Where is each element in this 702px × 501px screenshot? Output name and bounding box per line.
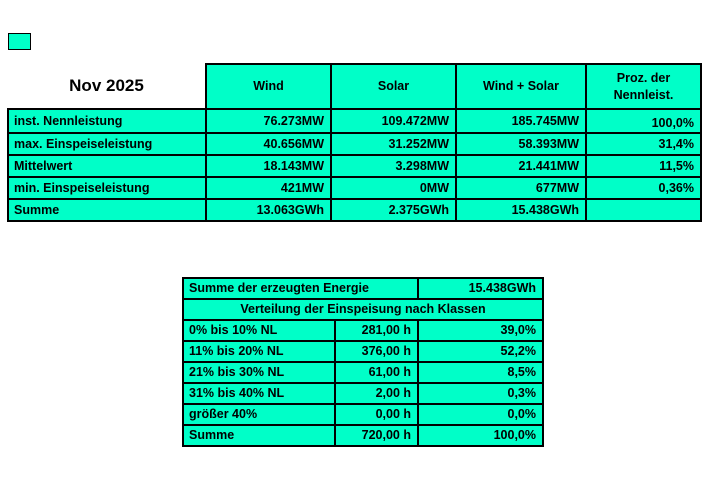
row-label-summe[interactable]: Summe [7, 198, 207, 222]
class-label-0-10[interactable]: 0% bis 10% NL [182, 319, 336, 342]
class-hours-groesser-40[interactable]: 0,00 h [334, 403, 419, 426]
class-percent-summe[interactable]: 100,0% [417, 424, 544, 447]
column-header-wind[interactable]: Wind [205, 63, 332, 110]
cell-proz-min[interactable]: 0,36% [585, 176, 702, 200]
distribution-table: Summe der erzeugten Energie 15.438GWh Ve… [182, 277, 544, 447]
class-label-31-40[interactable]: 31% bis 40% NL [182, 382, 336, 405]
cell-windsolar-inst[interactable]: 185.745MW [455, 108, 587, 134]
summary-energy-value[interactable]: 15.438GWh [417, 277, 544, 300]
cell-windsolar-summe[interactable]: 15.438GWh [455, 198, 587, 222]
distribution-title-row: Verteilung der Einspeisung nach Klassen [182, 298, 544, 321]
class-percent-31-40[interactable]: 0,3% [417, 382, 544, 405]
cell-solar-mittel[interactable]: 3.298MW [330, 154, 457, 178]
summary-energy-label[interactable]: Summe der erzeugten Energie [182, 277, 419, 300]
column-header-proz-nennleist[interactable]: Proz. der Nennleist. [585, 63, 702, 110]
cell-windsolar-mittel[interactable]: 21.441MW [455, 154, 587, 178]
month-title[interactable]: Nov 2025 [8, 64, 206, 109]
cell-proz-mittel[interactable]: 11,5% [585, 154, 702, 178]
cell-wind-max[interactable]: 40.656MW [205, 132, 332, 156]
cell-wind-mittel[interactable]: 18.143MW [205, 154, 332, 178]
cell-wind-inst[interactable]: 76.273MW [205, 108, 332, 134]
cell-windsolar-max[interactable]: 58.393MW [455, 132, 587, 156]
class-percent-11-20[interactable]: 52,2% [417, 340, 544, 363]
class-hours-21-30[interactable]: 61,00 h [334, 361, 419, 384]
distribution-title[interactable]: Verteilung der Einspeisung nach Klassen [182, 298, 544, 321]
class-label-summe[interactable]: Summe [182, 424, 336, 447]
row-label-max-einspeiseleistung[interactable]: max. Einspeiseleistung [7, 132, 207, 156]
table-header-row: Nov 2025 Wind Solar Wind + Solar Proz. d… [8, 63, 702, 110]
cell-proz-max[interactable]: 31,4% [585, 132, 702, 156]
cell-windsolar-min[interactable]: 677MW [455, 176, 587, 200]
table-row: min. Einspeiseleistung 421MW 0MW 677MW 0… [7, 176, 702, 200]
class-hours-11-20[interactable]: 376,00 h [334, 340, 419, 363]
table-row: 0% bis 10% NL 281,00 h 39,0% [182, 319, 544, 342]
class-percent-21-30[interactable]: 8,5% [417, 361, 544, 384]
class-percent-0-10[interactable]: 39,0% [417, 319, 544, 342]
table-row: 11% bis 20% NL 376,00 h 52,2% [182, 340, 544, 363]
class-percent-groesser-40[interactable]: 0,0% [417, 403, 544, 426]
table-row: Mittelwert 18.143MW 3.298MW 21.441MW 11,… [7, 154, 702, 178]
class-hours-0-10[interactable]: 281,00 h [334, 319, 419, 342]
cell-solar-min[interactable]: 0MW [330, 176, 457, 200]
cell-solar-max[interactable]: 31.252MW [330, 132, 457, 156]
summary-row: Summe der erzeugten Energie 15.438GWh [182, 277, 544, 300]
feedin-stats-table: Nov 2025 Wind Solar Wind + Solar Proz. d… [7, 63, 702, 222]
table-row: größer 40% 0,00 h 0,0% [182, 403, 544, 426]
class-hours-31-40[interactable]: 2,00 h [334, 382, 419, 405]
cell-wind-min[interactable]: 421MW [205, 176, 332, 200]
row-label-inst-nennleistung[interactable]: inst. Nennleistung [7, 108, 207, 134]
cell-solar-summe[interactable]: 2.375GWh [330, 198, 457, 222]
cell-proz-summe-empty[interactable] [585, 198, 702, 222]
cell-wind-summe[interactable]: 13.063GWh [205, 198, 332, 222]
cell-solar-inst[interactable]: 109.472MW [330, 108, 457, 134]
class-hours-summe[interactable]: 720,00 h [334, 424, 419, 447]
row-label-mittelwert[interactable]: Mittelwert [7, 154, 207, 178]
table-row: max. Einspeiseleistung 40.656MW 31.252MW… [7, 132, 702, 156]
table-row: 21% bis 30% NL 61,00 h 8,5% [182, 361, 544, 384]
column-header-wind-solar[interactable]: Wind + Solar [455, 63, 587, 110]
class-label-11-20[interactable]: 11% bis 20% NL [182, 340, 336, 363]
table-row: inst. Nennleistung 76.273MW 109.472MW 18… [7, 108, 702, 134]
cell-proz-inst[interactable]: 100,0% [585, 108, 702, 134]
row-label-min-einspeiseleistung[interactable]: min. Einspeiseleistung [7, 176, 207, 200]
table-row: Summe 720,00 h 100,0% [182, 424, 544, 447]
mini-cell-swatch [8, 33, 31, 50]
class-label-groesser-40[interactable]: größer 40% [182, 403, 336, 426]
class-label-21-30[interactable]: 21% bis 30% NL [182, 361, 336, 384]
table-row: Summe 13.063GWh 2.375GWh 15.438GWh [7, 198, 702, 222]
column-header-solar[interactable]: Solar [330, 63, 457, 110]
table-row: 31% bis 40% NL 2,00 h 0,3% [182, 382, 544, 405]
